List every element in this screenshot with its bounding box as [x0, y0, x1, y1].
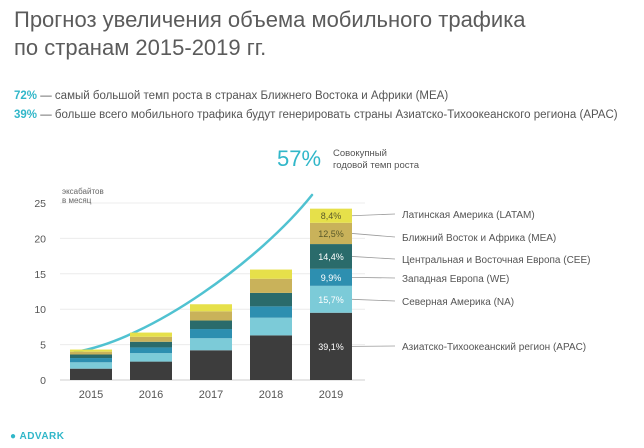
y-tick-label: 25	[34, 198, 46, 210]
data-label-latam: 8,4%	[321, 211, 342, 221]
stat-apac-text: — больше всего мобильного трафика будут …	[37, 109, 618, 121]
legend-label-cee: Центральная и Восточная Европа (CEE)	[402, 255, 590, 266]
stat-mea: 72% — самый большой темп роста в странах…	[14, 90, 448, 102]
leader-line	[351, 213, 396, 217]
x-tick-label: 2015	[79, 389, 103, 401]
legend-label-na: Северная Америка (NA)	[402, 297, 514, 308]
bar-segment-apac	[310, 312, 352, 380]
bar-segment-we	[250, 306, 292, 318]
x-tick-label: 2018	[259, 389, 283, 401]
growth-curve	[73, 193, 314, 354]
stat-apac-pct: 39%	[14, 109, 38, 121]
leader-line	[351, 256, 396, 260]
data-label-na: 15,7%	[318, 295, 344, 305]
bar-segment-na	[310, 285, 352, 313]
bar-segment-we	[70, 358, 112, 363]
bar-segment-mea	[130, 336, 172, 342]
bar-segment-cee	[310, 244, 352, 269]
bar-segment-apac	[190, 350, 232, 380]
bar-segment-mea	[70, 351, 112, 355]
bar-segment-cee	[70, 354, 112, 359]
bar-segment-na	[130, 353, 172, 362]
bar-segment-latam	[190, 304, 232, 312]
leader-line	[351, 298, 396, 302]
bar-segment-we	[190, 329, 232, 339]
bar-segment-apac	[130, 361, 172, 380]
bar-segment-mea	[250, 278, 292, 293]
stat-apac: 39% — больше всего мобильного трафика бу…	[14, 109, 618, 121]
y-tick-label: 5	[40, 340, 46, 352]
bar-segment-na	[250, 317, 292, 336]
bar-segment-na	[190, 338, 232, 351]
bar-segment-cee	[130, 341, 172, 348]
cagr-label-line2: годовой темп роста	[333, 160, 420, 171]
y-tick-label: 0	[40, 375, 46, 387]
legend-label-we: Западная Европа (WE)	[402, 274, 509, 285]
y-tick-label: 15	[34, 269, 46, 281]
bar-segment-latam	[130, 332, 172, 337]
bar-segment-cee	[250, 292, 292, 307]
bar-segment-we	[310, 268, 352, 286]
bar-segment-latam	[70, 349, 112, 352]
cagr-label-line1: Совокупный	[333, 148, 387, 159]
y-tick-label: 10	[34, 304, 46, 316]
data-label-mea: 12,5%	[318, 229, 344, 239]
y-axis-label: в месяц	[62, 196, 92, 205]
data-label-cee: 14,4%	[318, 252, 344, 262]
bar-segment-mea	[190, 311, 232, 321]
bar-segment-cee	[190, 320, 232, 330]
data-label-we: 9,9%	[321, 273, 342, 283]
data-label-apac: 39,1%	[318, 342, 344, 352]
stat-mea-pct: 72%	[14, 90, 38, 102]
title-line-1: Прогноз увеличения объема мобильного тра…	[14, 7, 526, 32]
bar-segment-latam	[250, 269, 292, 279]
brand-logo: ● ADVARK	[10, 431, 65, 442]
leader-line	[351, 276, 396, 279]
stat-mea-text: — самый большой темп роста в странах Бли…	[37, 90, 449, 102]
page-title: Прогноз увеличения объема мобильного тра…	[14, 6, 574, 62]
legend-label-mea: Ближний Восток и Африка (MEA)	[402, 232, 556, 244]
brand-name: ADVARK	[19, 431, 65, 442]
title-line-2: по странам 2015-2019 гг.	[14, 35, 267, 60]
legend-label-latam: Латинская Америка (LATAM)	[402, 210, 535, 221]
bar-segment-na	[70, 362, 112, 369]
x-tick-label: 2017	[199, 389, 223, 401]
x-tick-label: 2016	[139, 389, 163, 401]
y-tick-label: 20	[34, 233, 46, 245]
cagr-value: 57%	[277, 146, 321, 171]
bar-segment-apac	[250, 335, 292, 380]
brand-icon: ●	[10, 431, 17, 442]
bar-segment-we	[130, 347, 172, 354]
bar-segment-mea	[310, 222, 352, 245]
legend-label-apac: Азиатско-Тихоокеанский регион (APAC)	[402, 342, 586, 353]
y-axis-label: эксабайтов	[62, 187, 104, 196]
bar-segment-apac	[70, 368, 112, 380]
bar-segment-latam	[310, 208, 352, 223]
x-tick-label: 2019	[319, 389, 343, 401]
leader-line	[351, 233, 396, 238]
